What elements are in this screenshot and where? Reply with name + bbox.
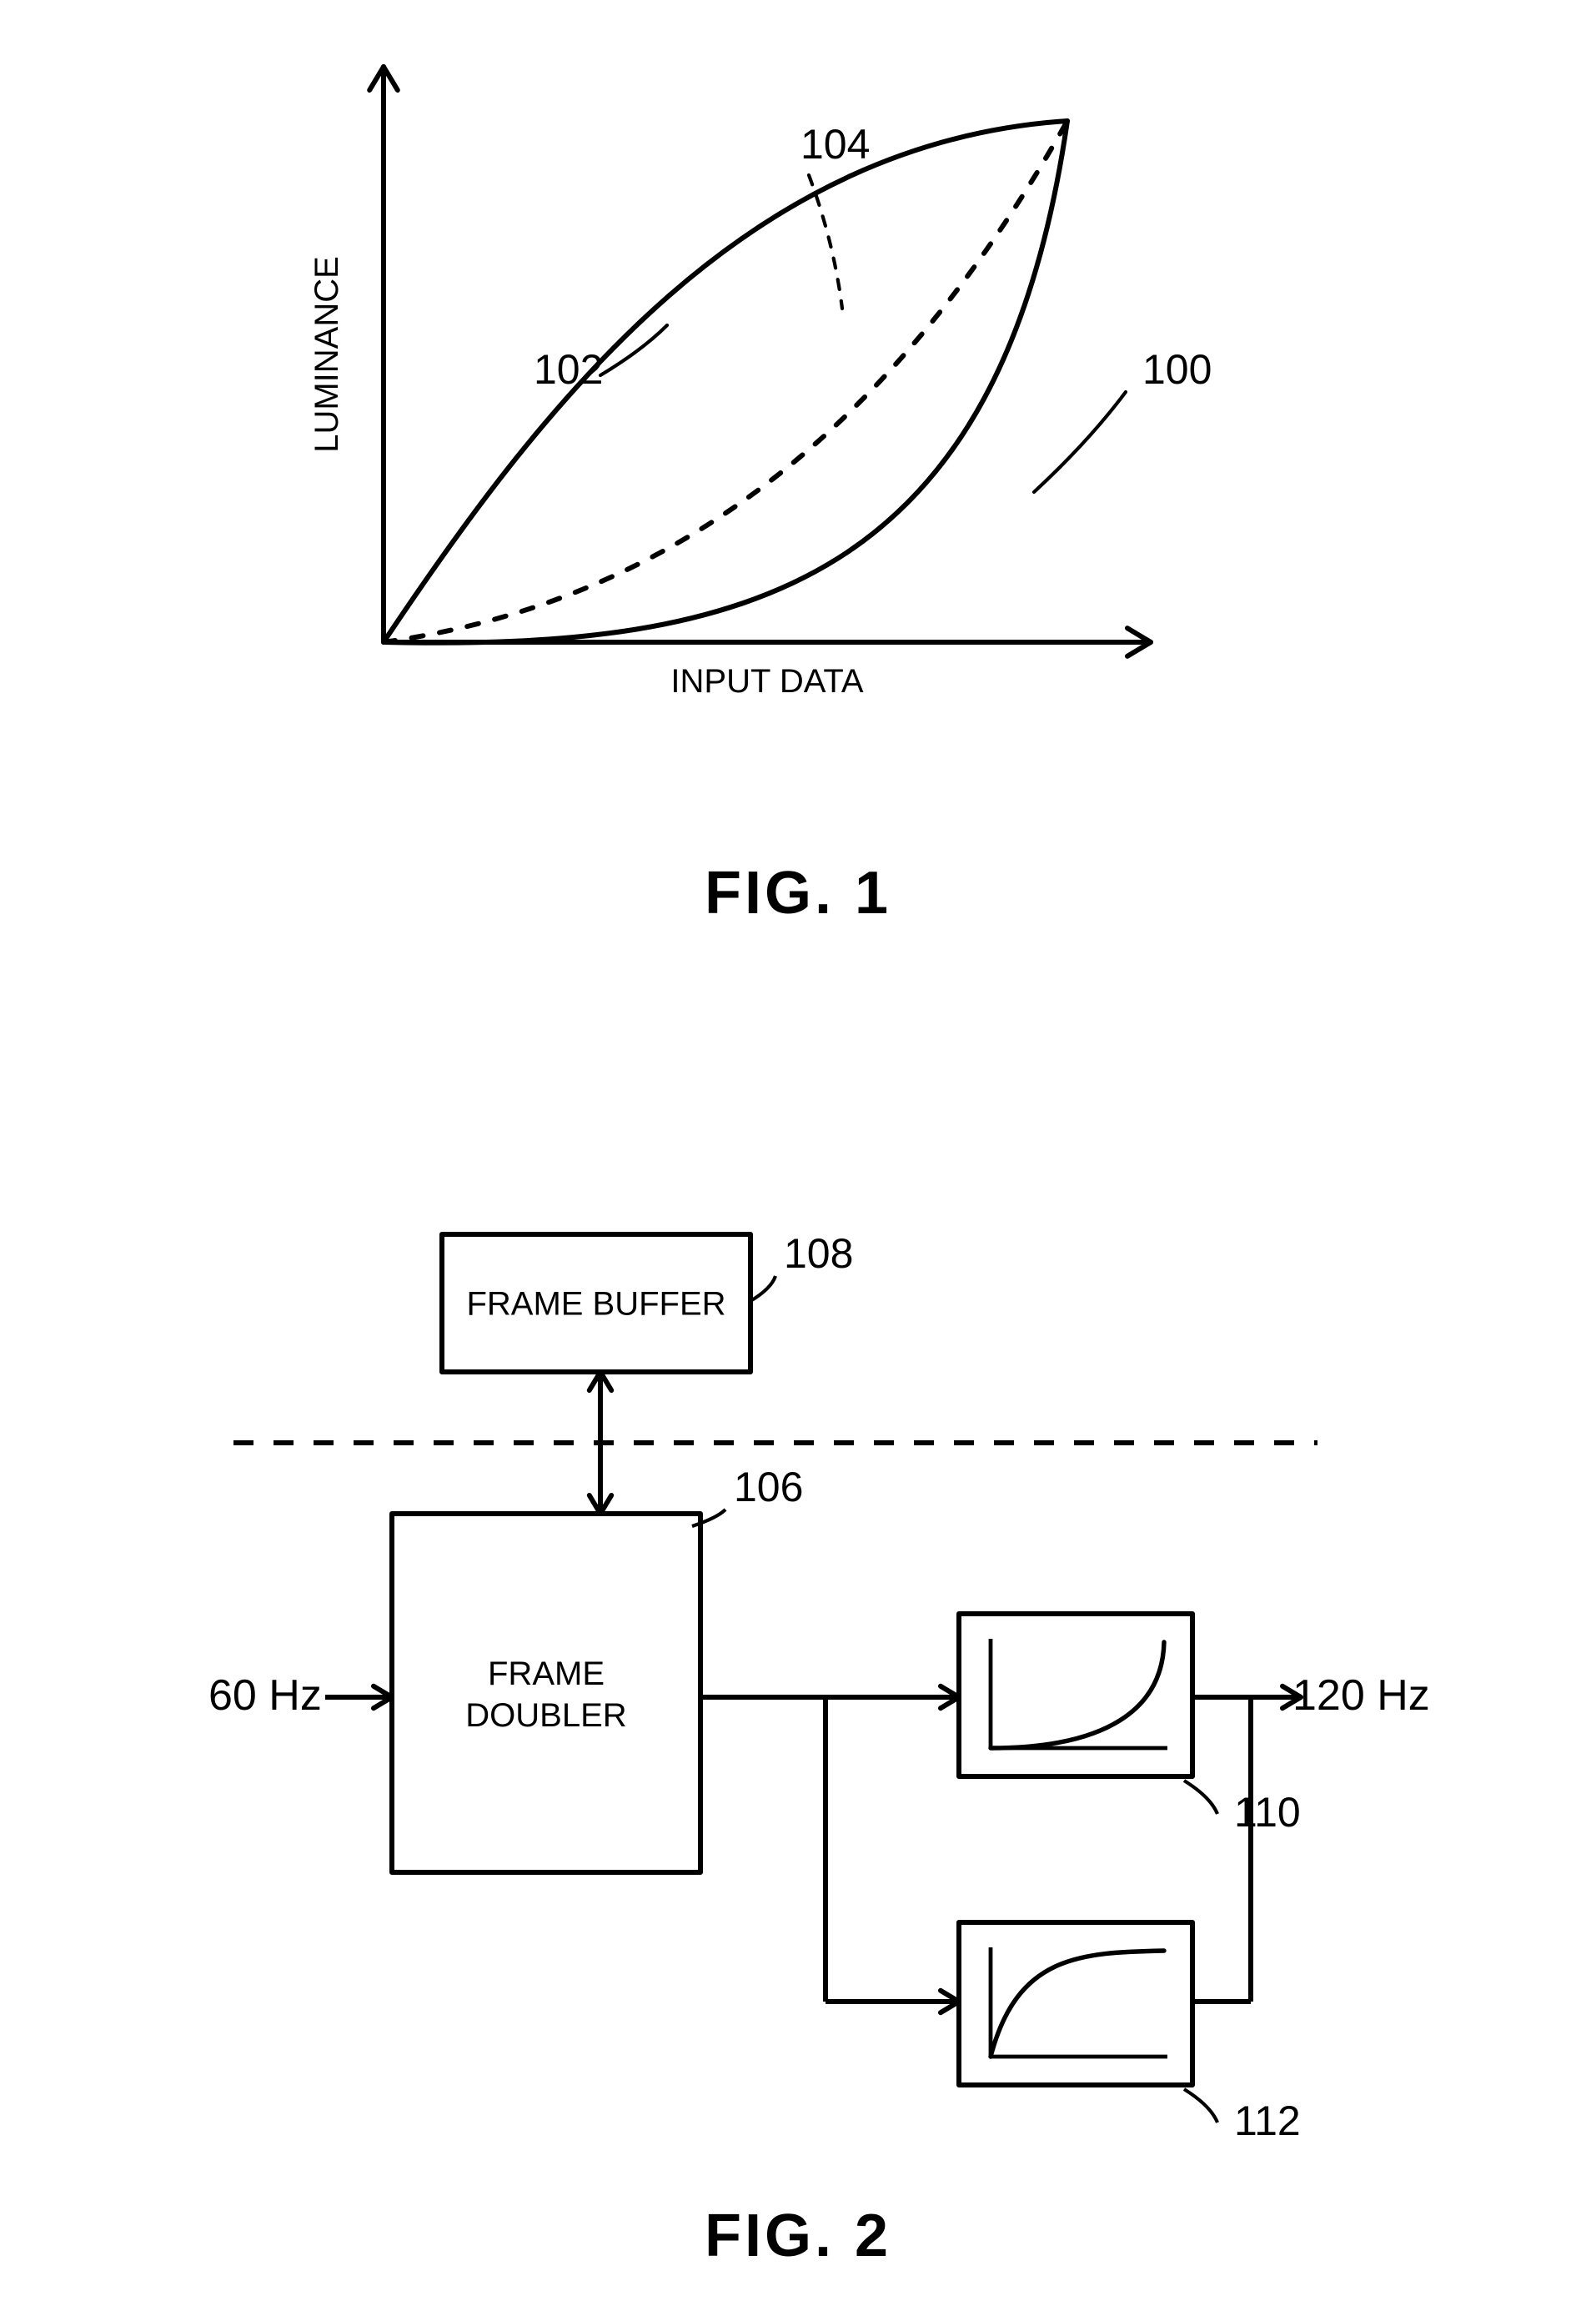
svg-text:110: 110 [1234, 1789, 1301, 1836]
curve-102 [384, 121, 1067, 642]
figure-1-caption: FIG. 1 [0, 859, 1596, 927]
svg-text:106: 106 [734, 1464, 803, 1510]
svg-text:112: 112 [1234, 2097, 1301, 2144]
frame-doubler-block: FRAME DOUBLER [392, 1514, 700, 1872]
svg-text:LUMINANCE: LUMINANCE [309, 256, 345, 453]
figure-2: FRAME BUFFER 108 FRAME DOUBLER 106 60 Hz 110 11… [0, 1126, 1596, 2210]
svg-text:INPUT DATA: INPUT DATA [670, 663, 863, 700]
lut-top-block [959, 1614, 1192, 1776]
svg-text:60 Hz: 60 Hz [208, 1671, 322, 1720]
curve-100 [384, 121, 1067, 643]
figure-2-caption: FIG. 2 [0, 2202, 1596, 2270]
callout-102: 102 [534, 325, 667, 393]
callout-100: 100 [1034, 346, 1212, 492]
svg-text:104: 104 [801, 121, 870, 168]
frame-buffer-block: FRAME BUFFER [442, 1234, 750, 1372]
lut-bottom-block [959, 1922, 1192, 2085]
svg-text:100: 100 [1142, 346, 1212, 393]
svg-text:102: 102 [534, 346, 603, 393]
curve-104 [384, 121, 1067, 642]
svg-text:120 Hz: 120 Hz [1292, 1671, 1430, 1720]
svg-text:FRAME BUFFER: FRAME BUFFER [466, 1286, 725, 1323]
figure-1: INPUT DATA LUMINANCE 100 104 102 [0, 0, 1596, 917]
svg-text:108: 108 [784, 1230, 853, 1277]
svg-text:DOUBLER: DOUBLER [465, 1697, 626, 1734]
callout-104: 104 [801, 121, 870, 309]
svg-text:FRAME: FRAME [488, 1655, 605, 1692]
